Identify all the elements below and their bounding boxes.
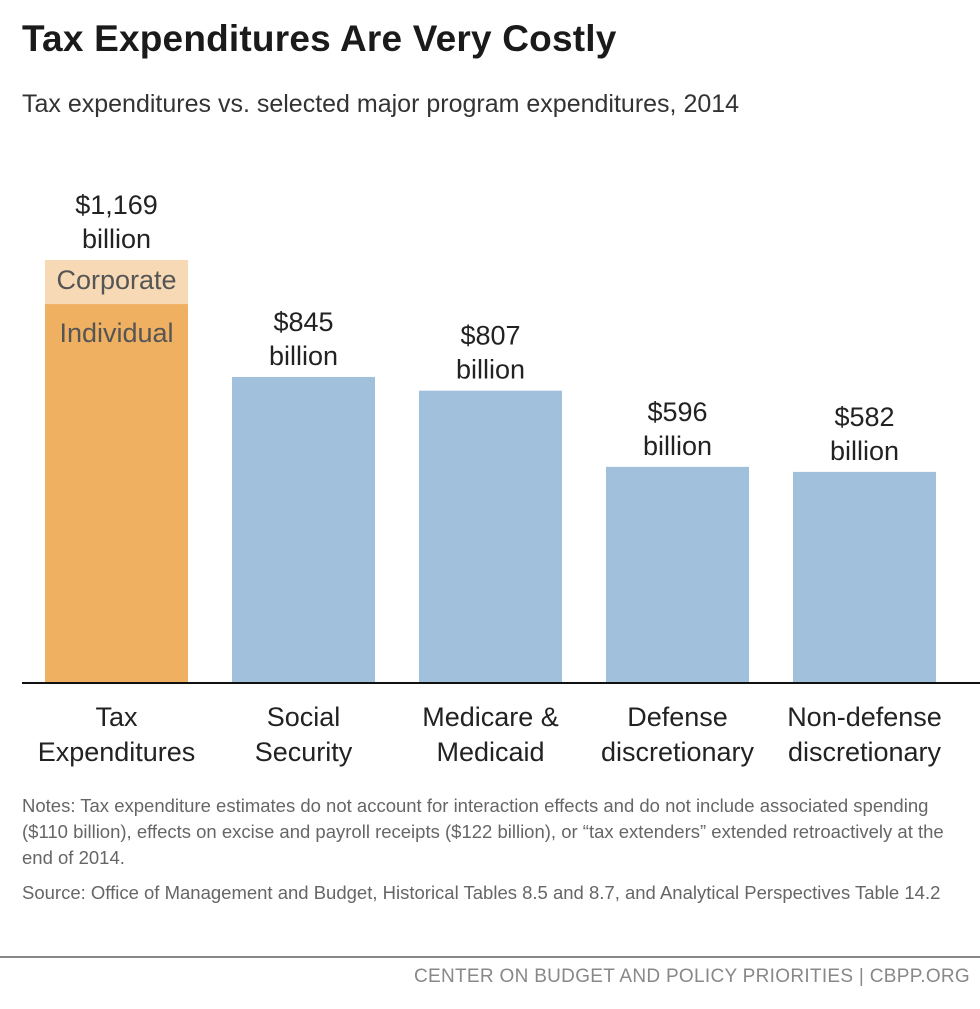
category-label: Social: [267, 702, 341, 732]
category-label: Medicare &: [422, 702, 559, 732]
value-label: $582: [834, 402, 894, 432]
bar-chart: Corporate Individual $1,169 billion Tax Expen…: [22, 190, 980, 767]
value-unit-label: billion: [643, 431, 712, 461]
category-label: Non-defense: [787, 702, 942, 732]
value-label: $1,169: [75, 190, 158, 220]
category-label: discretionary: [601, 737, 755, 767]
bar-segment-individual: [45, 304, 188, 682]
value-unit-label: billion: [269, 341, 338, 371]
category-label: Defense: [627, 702, 728, 732]
chart-source: Source: Office of Management and Budget,…: [22, 882, 941, 903]
value-unit-label: billion: [456, 355, 525, 385]
value-unit-label: billion: [830, 436, 899, 466]
chart-title: Tax Expenditures Are Very Costly: [22, 18, 617, 59]
bar: [232, 376, 375, 682]
value-unit-label: billion: [82, 224, 151, 254]
value-label: $596: [647, 397, 707, 427]
chart-notes: Notes: Tax expenditure estimates do not …: [22, 795, 944, 868]
footer-divider: [0, 956, 980, 958]
value-label: $845: [273, 307, 333, 337]
category-label: Expenditures: [38, 737, 196, 767]
bar: [793, 471, 936, 682]
category-label: Medicaid: [436, 737, 544, 767]
chart-subtitle: Tax expenditures vs. selected major prog…: [22, 90, 740, 118]
bar: [606, 466, 749, 682]
segment-label-corporate: Corporate: [56, 265, 176, 295]
category-label: Security: [255, 737, 353, 767]
category-label: discretionary: [788, 737, 942, 767]
bar-segment-corporate: [45, 260, 188, 305]
category-label: Tax: [95, 702, 138, 732]
value-label: $807: [460, 321, 520, 351]
bar: [419, 390, 562, 682]
segment-label-individual: Individual: [59, 318, 173, 348]
footer-credit: CENTER ON BUDGET AND POLICY PRIORITIES |…: [414, 966, 970, 987]
